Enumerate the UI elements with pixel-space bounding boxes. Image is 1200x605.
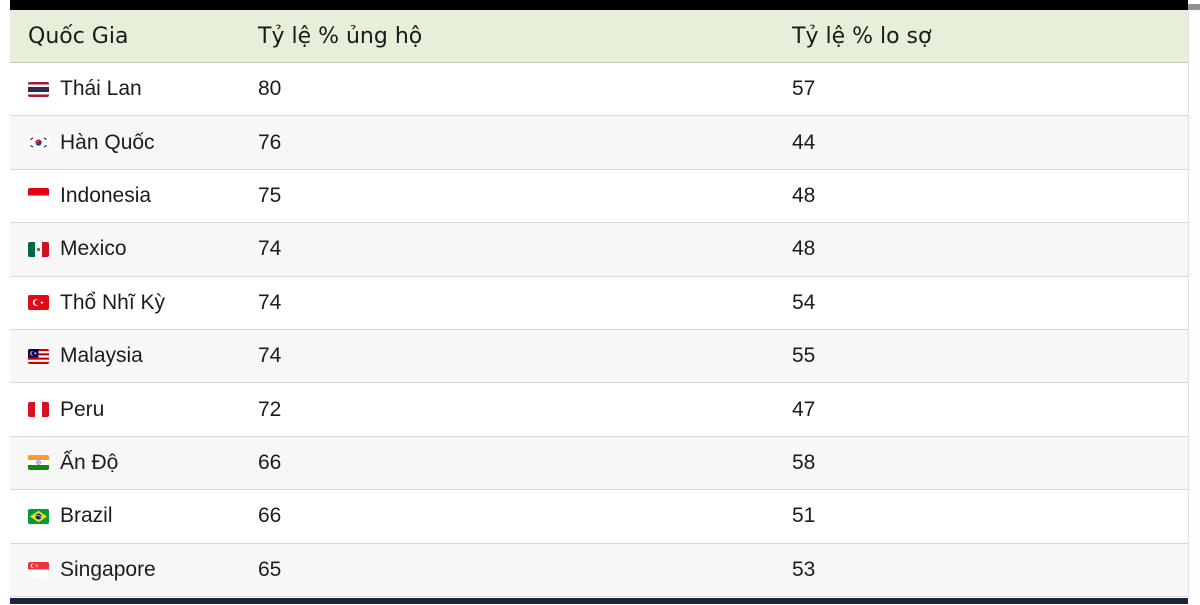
column-header-fear: Tỷ lệ % lo sợ — [792, 23, 932, 49]
country-name: Singapore — [60, 557, 156, 581]
scrollbar-thumb[interactable] — [1188, 4, 1200, 10]
flag-thailand-icon — [28, 81, 49, 97]
country-cell: Thái Lan — [10, 77, 258, 101]
country-name: Thổ Nhĩ Kỳ — [60, 290, 166, 314]
flag-mexico-icon — [28, 241, 49, 257]
support-value: 74 — [258, 290, 282, 314]
support-value: 66 — [258, 450, 282, 474]
fear-value: 55 — [792, 344, 816, 368]
flag-peru-icon — [28, 402, 49, 418]
widget-top-border — [10, 0, 1188, 10]
scrollbar-track[interactable] — [1188, 10, 1200, 597]
fear-value: 44 — [792, 130, 816, 154]
country-cell: Hàn Quốc — [10, 131, 258, 155]
table-row: Peru 72 47 — [10, 383, 1188, 437]
flag-brazil-icon — [28, 508, 49, 524]
country-name: Mexico — [60, 237, 127, 261]
fear-value: 48 — [792, 237, 816, 261]
country-cell: Indonesia — [10, 184, 258, 208]
country-cell: Peru — [10, 398, 258, 422]
table-row: Indonesia 75 48 — [10, 169, 1188, 224]
table-row: Singapore 65 53 — [10, 543, 1188, 597]
fear-value: 47 — [792, 397, 816, 421]
table-row: Thổ Nhĩ Kỳ 74 54 — [10, 276, 1188, 330]
support-value: 74 — [258, 237, 282, 261]
support-value: 66 — [258, 504, 282, 528]
fear-value: 58 — [792, 450, 816, 474]
table-row: Ấn Độ 66 58 — [10, 436, 1188, 491]
table-row: Mexico 74 48 — [10, 223, 1188, 277]
flag-south-korea-icon — [28, 135, 49, 151]
country-cell: Singapore — [10, 558, 258, 582]
fear-value: 48 — [792, 183, 816, 207]
country-cell: Mexico — [10, 237, 258, 261]
support-value: 76 — [258, 130, 282, 154]
support-value: 75 — [258, 183, 282, 207]
column-header-support: Tỷ lệ % ủng hộ — [258, 23, 423, 49]
table-row: Thái Lan 80 57 — [10, 63, 1188, 117]
flag-malaysia-icon — [28, 348, 49, 364]
flag-turkey-icon — [28, 295, 49, 311]
country-cell: Malaysia — [10, 344, 258, 368]
country-name: Malaysia — [60, 344, 143, 368]
support-value: 80 — [258, 77, 282, 101]
country-name: Indonesia — [60, 183, 152, 207]
country-name: Hàn Quốc — [60, 130, 155, 154]
table-row: Brazil 66 51 — [10, 490, 1188, 544]
table-body: Thái Lan 80 57 Hàn Quốc 76 44 Indonesia 75 48 Mex… — [10, 63, 1188, 597]
fear-value: 53 — [792, 557, 816, 581]
country-cell: Thổ Nhĩ Kỳ — [10, 291, 258, 315]
table-row: Malaysia 74 55 — [10, 329, 1188, 384]
flag-india-icon — [28, 455, 49, 471]
fear-value: 54 — [792, 290, 816, 314]
country-name: Brazil — [60, 504, 113, 528]
flag-singapore-icon — [28, 562, 49, 578]
widget-bottom-border — [10, 598, 1188, 604]
fear-value: 51 — [792, 504, 816, 528]
fear-value: 57 — [792, 77, 816, 101]
flag-indonesia-icon — [28, 188, 49, 204]
table-row: Hàn Quốc 76 44 — [10, 116, 1188, 170]
country-name: Ấn Độ — [60, 450, 119, 474]
country-name: Peru — [60, 397, 105, 421]
country-cell: Brazil — [10, 504, 258, 528]
support-value: 74 — [258, 344, 282, 368]
country-cell: Ấn Độ — [10, 451, 258, 475]
table-header: Quốc Gia Tỷ lệ % ủng hộ Tỷ lệ % lo sợ — [10, 10, 1188, 63]
country-name: Thái Lan — [60, 77, 142, 101]
support-value: 65 — [258, 557, 282, 581]
column-header-country: Quốc Gia — [28, 23, 129, 49]
support-value: 72 — [258, 397, 282, 421]
